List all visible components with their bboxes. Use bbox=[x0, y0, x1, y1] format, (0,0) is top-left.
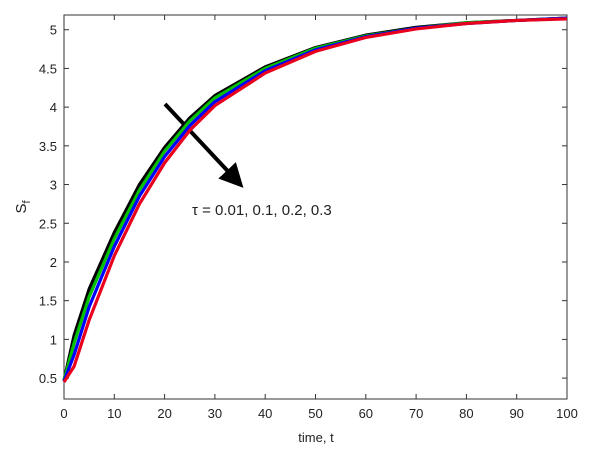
x-tick-label: 90 bbox=[509, 406, 523, 421]
x-tick-label: 30 bbox=[208, 406, 222, 421]
y-tick-label: 4 bbox=[50, 100, 57, 115]
y-tick-label: 2.5 bbox=[39, 216, 57, 231]
y-axis-label-base: S bbox=[13, 204, 30, 214]
x-tick-label: 10 bbox=[107, 406, 121, 421]
y-tick-label: 2 bbox=[50, 255, 57, 270]
y-tick-label: 0.5 bbox=[39, 371, 57, 386]
plot-area bbox=[63, 14, 568, 400]
annotation: τ = 0.01, 0.1, 0.2, 0.3 bbox=[192, 202, 332, 219]
y-tick-label: 1.5 bbox=[39, 294, 57, 309]
y-axis-label-group: Sf bbox=[13, 200, 33, 214]
x-tick-label: 50 bbox=[308, 406, 322, 421]
x-tick-label: 70 bbox=[409, 406, 423, 421]
x-tick-label: 0 bbox=[60, 406, 67, 421]
y-tick-label: 3.5 bbox=[39, 139, 57, 154]
annotation-arrow bbox=[163, 102, 244, 188]
y-tick-label: 3 bbox=[50, 178, 57, 193]
x-tick-label: 20 bbox=[157, 406, 171, 421]
x-tick-label: 100 bbox=[556, 406, 578, 421]
y-axis-label: Sf bbox=[13, 200, 33, 214]
x-tick-label: 40 bbox=[258, 406, 272, 421]
x-axis-label: time, t bbox=[298, 430, 334, 445]
y-tick-label: 1 bbox=[50, 332, 57, 347]
y-axis-label-sub: f bbox=[21, 200, 33, 204]
y-tick-label: 5 bbox=[50, 23, 57, 38]
x-tick-label: 80 bbox=[459, 406, 473, 421]
x-tick-label: 60 bbox=[359, 406, 373, 421]
y-tick-label: 4.5 bbox=[39, 61, 57, 76]
series-line bbox=[62, 17, 568, 383]
